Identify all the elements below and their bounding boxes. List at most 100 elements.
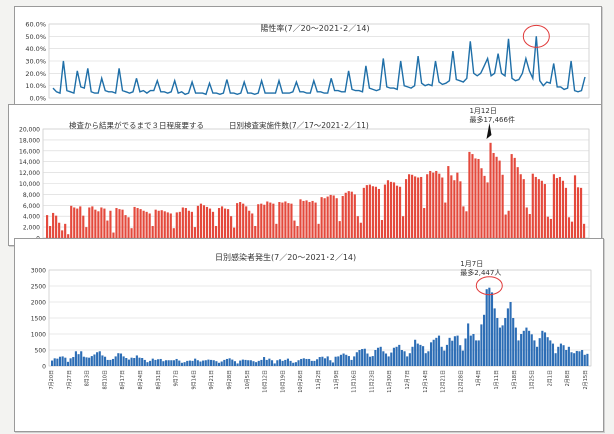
test-bar	[133, 206, 136, 238]
test-bar	[272, 203, 275, 238]
case-bar	[247, 360, 250, 366]
test-bar	[392, 182, 396, 238]
case-bar	[66, 361, 70, 366]
test-bar	[139, 209, 142, 238]
case-bar	[448, 337, 451, 366]
case-bar	[323, 358, 327, 366]
case-bar	[196, 360, 199, 366]
case-bar	[265, 359, 268, 366]
test-bar	[570, 221, 574, 238]
case-bar	[355, 352, 358, 366]
x-tick-label: 8月24日	[138, 370, 144, 390]
case-bar	[347, 356, 350, 366]
peak-annotation-value: 最多17,466件	[469, 115, 515, 124]
case-bar	[199, 361, 202, 366]
test-bar	[438, 173, 441, 238]
test-bar	[564, 187, 568, 238]
case-bar	[212, 360, 215, 366]
y-tick-label: 0	[42, 364, 46, 371]
case-bar	[358, 350, 361, 366]
test-bar	[242, 203, 245, 238]
test-bar	[85, 227, 88, 238]
test-bar	[263, 204, 266, 238]
x-tick-label: 1月18日	[512, 370, 518, 390]
test-bar	[214, 226, 218, 238]
case-bar	[363, 348, 366, 366]
case-bar	[366, 353, 369, 366]
case-bar	[411, 346, 414, 366]
case-bar	[440, 346, 443, 366]
case-bar	[74, 351, 77, 366]
test-bar	[151, 226, 154, 238]
case-bar	[398, 344, 401, 366]
test-bar	[426, 174, 429, 238]
test-bar	[245, 206, 248, 238]
case-bar	[88, 357, 91, 366]
test-bar	[148, 213, 151, 238]
case-bar	[361, 349, 364, 366]
test-bar	[73, 207, 76, 238]
case-bar	[178, 360, 181, 366]
test-bar	[76, 208, 79, 238]
test-bar	[55, 215, 58, 238]
y-tick-label: 10,000	[19, 181, 40, 188]
case-bar	[255, 362, 258, 366]
test-bar	[190, 211, 193, 238]
test-bar	[456, 172, 459, 238]
test-bar	[582, 223, 586, 238]
case-bar	[194, 358, 197, 366]
case-bar	[522, 330, 525, 366]
case-bar	[239, 360, 242, 366]
case-bar	[432, 339, 435, 366]
x-tick-label: 11月16日	[352, 370, 358, 393]
test-bar	[528, 214, 531, 238]
test-bar	[368, 184, 371, 238]
test-bar	[444, 202, 447, 238]
case-bar	[236, 363, 239, 366]
daily-tests-chart: 20,000 18,000 16,000 14,000 12,000 10,000 8,00…	[19, 107, 590, 243]
test-bar	[558, 176, 562, 238]
test-bar	[91, 206, 94, 238]
test-bar	[531, 173, 534, 238]
case-bar	[138, 357, 141, 366]
test-bar	[432, 172, 435, 238]
test-bar	[115, 208, 118, 238]
case-bar	[217, 362, 221, 366]
case-bar	[329, 360, 332, 366]
case-bar	[575, 350, 578, 366]
case-bar	[154, 359, 157, 366]
peak-arrow	[486, 123, 492, 139]
test-bar	[516, 167, 519, 238]
case-bar	[490, 292, 494, 366]
test-bar	[365, 185, 368, 238]
y-tick-label: 500	[35, 348, 47, 355]
test-bar	[347, 191, 350, 238]
case-bar	[578, 351, 581, 366]
test-bar	[371, 186, 374, 238]
y-tick-label: 12,000	[19, 170, 40, 177]
case-bar	[93, 354, 96, 366]
test-bar	[58, 222, 61, 238]
case-bar	[565, 350, 568, 366]
case-bar	[345, 354, 348, 366]
case-bar	[403, 351, 406, 366]
case-bar	[429, 342, 433, 366]
case-bar	[525, 327, 528, 366]
test-bar	[248, 210, 251, 238]
case-bar	[554, 353, 557, 366]
test-bar	[477, 158, 480, 238]
test-bar	[64, 223, 67, 238]
case-bar	[257, 360, 260, 366]
case-bar	[435, 337, 438, 366]
test-bar	[284, 201, 287, 238]
test-bar	[395, 185, 399, 238]
case-bar	[326, 356, 329, 366]
case-bar	[427, 351, 430, 366]
case-bar	[233, 361, 236, 366]
test-bar	[525, 207, 528, 238]
test-bar	[326, 196, 329, 238]
case-bar	[159, 358, 162, 366]
test-bar	[417, 177, 420, 238]
case-bar	[570, 352, 573, 366]
peak-highlight-circle	[475, 276, 503, 296]
